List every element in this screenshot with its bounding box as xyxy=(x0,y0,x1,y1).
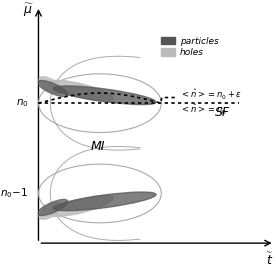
Text: $\widetilde{t}$: $\widetilde{t}$ xyxy=(266,252,274,268)
Ellipse shape xyxy=(38,200,68,215)
Ellipse shape xyxy=(49,195,113,216)
Polygon shape xyxy=(38,74,161,133)
Polygon shape xyxy=(38,164,161,223)
Bar xyxy=(161,48,176,56)
Bar xyxy=(161,37,176,45)
Text: SF: SF xyxy=(215,106,230,119)
Ellipse shape xyxy=(53,86,156,104)
Text: $< \hat{n} >= n_0$: $< \hat{n} >= n_0$ xyxy=(180,103,227,117)
Text: holes: holes xyxy=(180,48,204,57)
Text: $n_0\!-\!1$: $n_0\!-\!1$ xyxy=(1,187,29,200)
Text: MI: MI xyxy=(90,140,105,153)
Text: $n_0$: $n_0$ xyxy=(16,97,29,109)
Text: particles: particles xyxy=(180,37,219,46)
Ellipse shape xyxy=(39,77,62,94)
Ellipse shape xyxy=(53,192,156,211)
Text: $\widetilde{\mu}$: $\widetilde{\mu}$ xyxy=(23,2,34,19)
Text: $< \hat{n} >= n_0 + \varepsilon$: $< \hat{n} >= n_0 + \varepsilon$ xyxy=(180,88,242,102)
Ellipse shape xyxy=(49,80,113,101)
Ellipse shape xyxy=(38,80,68,97)
Ellipse shape xyxy=(39,202,62,219)
